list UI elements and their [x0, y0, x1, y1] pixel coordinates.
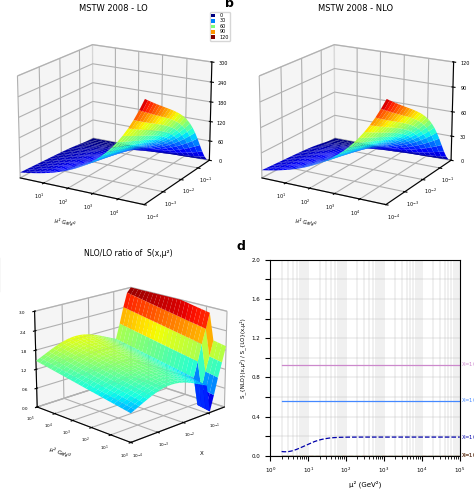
X-axis label: X: X — [200, 450, 203, 456]
X-axis label: μ² (GeV²): μ² (GeV²) — [349, 480, 381, 488]
Title: MSTW 2008 - NLO: MSTW 2008 - NLO — [318, 4, 393, 13]
Title: NLO/LO ratio of  S(x,μ²): NLO/LO ratio of S(x,μ²) — [84, 248, 172, 258]
Text: X=10$^{-6}$: X=10$^{-6}$ — [461, 451, 474, 460]
X-axis label: μ² GeV²: μ² GeV² — [54, 217, 75, 227]
Text: X=10$^{-1}$: X=10$^{-1}$ — [461, 360, 474, 369]
Text: X=10$^{-2}$: X=10$^{-2}$ — [461, 396, 474, 405]
Title: MSTW 2008 - LO: MSTW 2008 - LO — [79, 4, 148, 13]
Text: X=10$^{-3}$: X=10$^{-3}$ — [461, 433, 474, 441]
Legend: 0, 30, 60, 90, 120: 0, 30, 60, 90, 120 — [210, 12, 230, 42]
Text: d: d — [236, 240, 245, 253]
Y-axis label: $\mu^2$ GeV$^2$: $\mu^2$ GeV$^2$ — [47, 444, 73, 462]
Y-axis label: S_{NLO}(x,μ²) / S_{LO}(x,μ²): S_{NLO}(x,μ²) / S_{LO}(x,μ²) — [239, 318, 246, 397]
Text: b: b — [225, 0, 234, 10]
Text: X=10$^{-5}$: X=10$^{-5}$ — [461, 451, 474, 460]
Text: X=10$^{-4}$: X=10$^{-4}$ — [461, 451, 474, 460]
X-axis label: μ² GeV²: μ² GeV² — [295, 217, 317, 227]
